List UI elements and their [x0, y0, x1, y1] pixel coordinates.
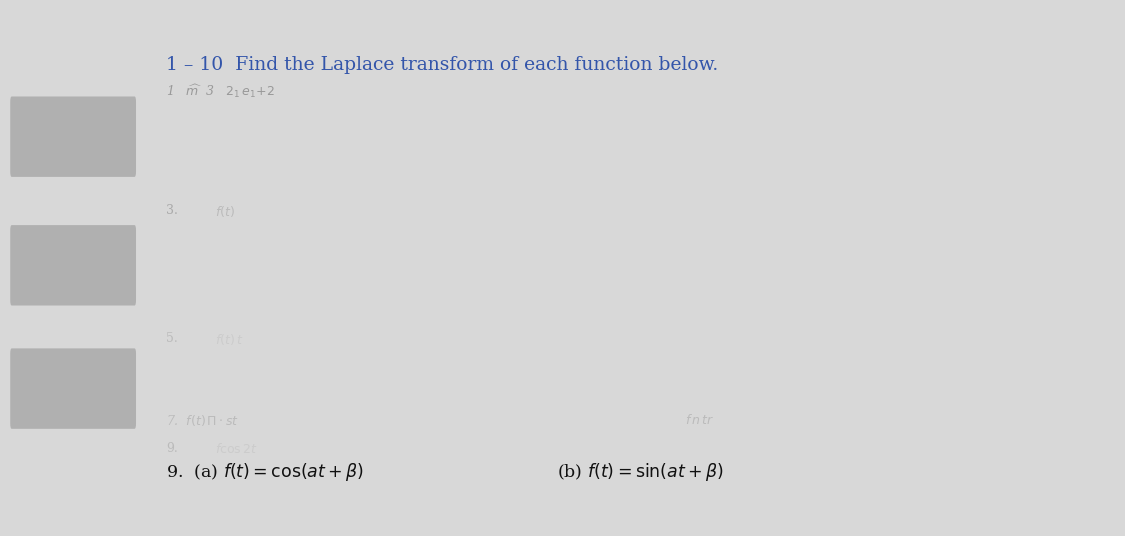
FancyBboxPatch shape: [10, 96, 136, 177]
Text: 9.  (a) $f(t) = \cos(at + \beta)$: 9. (a) $f(t) = \cos(at + \beta)$: [165, 461, 363, 483]
Text: (b) $f(t) = \sin(at + \beta)$: (b) $f(t) = \sin(at + \beta)$: [557, 461, 724, 483]
Text: 1   $\widehat{m}$  3   $2_1\,e_1\!+\!2$: 1 $\widehat{m}$ 3 $2_1\,e_1\!+\!2$: [165, 83, 276, 100]
Text: 5.: 5.: [165, 332, 178, 345]
Text: 3.: 3.: [165, 204, 178, 217]
FancyBboxPatch shape: [10, 348, 136, 429]
Text: $f\cos 2t$: $f\cos 2t$: [215, 442, 258, 456]
Text: 7.  $f(t)\,\Pi\cdot st$: 7. $f(t)\,\Pi\cdot st$: [165, 413, 238, 428]
Text: $f(t)\,t$: $f(t)\,t$: [215, 332, 243, 347]
FancyBboxPatch shape: [10, 225, 136, 306]
Text: 9.: 9.: [165, 442, 178, 455]
Text: 1 – 10  Find the Laplace transform of each function below.: 1 – 10 Find the Laplace transform of eac…: [165, 56, 718, 75]
Text: $f(t)$: $f(t)$: [215, 204, 235, 219]
Text: $f\,n\,tr$: $f\,n\,tr$: [684, 413, 713, 427]
